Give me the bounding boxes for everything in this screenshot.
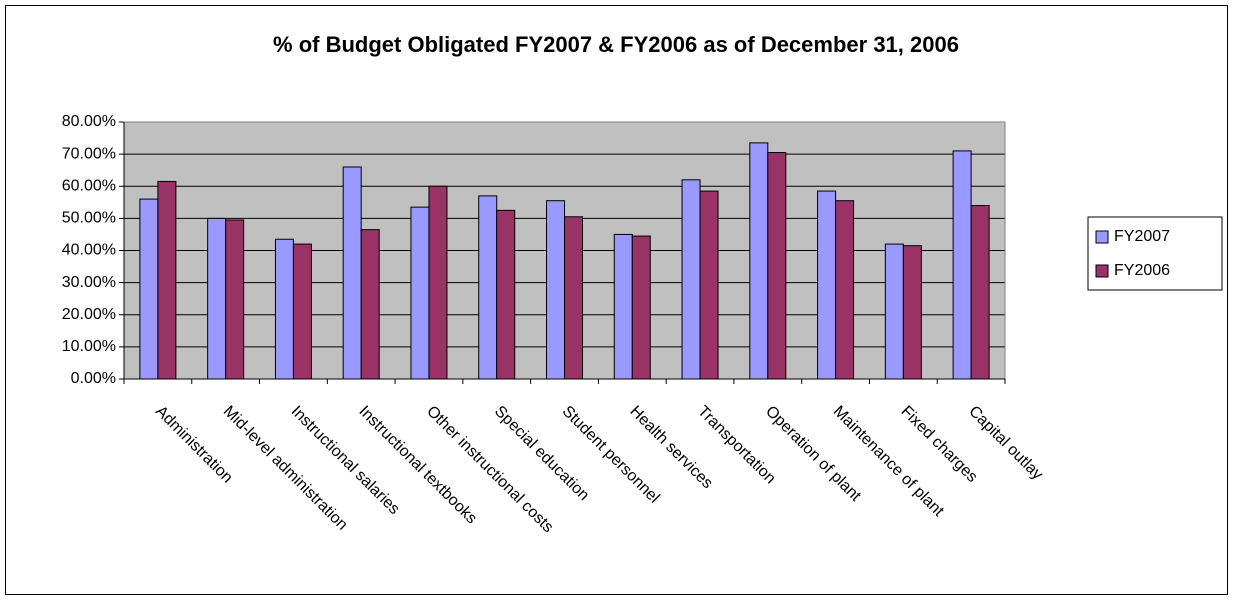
bar xyxy=(817,190,837,380)
bar xyxy=(699,190,719,380)
y-tick-label: 30.00% xyxy=(62,274,116,291)
bar xyxy=(428,185,448,380)
y-tick-label: 20.00% xyxy=(62,306,116,323)
legend-swatch xyxy=(1095,230,1109,244)
bar xyxy=(952,150,972,380)
bar xyxy=(681,179,701,380)
bar xyxy=(749,142,769,380)
chart-title: % of Budget Obligated FY2007 & FY2006 as… xyxy=(273,32,959,57)
bar xyxy=(157,180,177,380)
bar xyxy=(360,229,380,380)
bar xyxy=(884,243,904,380)
y-tick-label: 50.00% xyxy=(62,210,116,227)
bar xyxy=(902,245,922,380)
legend-label: FY2007 xyxy=(1114,228,1170,245)
y-tick-label: 80.00% xyxy=(62,113,116,130)
y-tick-label: 70.00% xyxy=(62,145,116,162)
legend-label: FY2006 xyxy=(1114,262,1170,279)
bar xyxy=(225,219,245,380)
bar xyxy=(207,217,227,380)
bar xyxy=(496,209,516,380)
bar xyxy=(274,238,294,380)
y-tick-label: 60.00% xyxy=(62,177,116,194)
bar xyxy=(970,205,990,380)
bar xyxy=(767,152,787,380)
bar xyxy=(478,195,498,380)
bar xyxy=(564,216,583,380)
y-tick-label: 0.00% xyxy=(71,370,116,387)
legend-box xyxy=(1087,216,1223,291)
y-tick-label: 40.00% xyxy=(62,242,116,259)
bar xyxy=(292,243,312,380)
bar xyxy=(546,200,565,380)
y-tick-label: 10.00% xyxy=(62,338,116,355)
bar xyxy=(342,166,362,380)
bar xyxy=(410,206,430,380)
bar xyxy=(631,235,651,380)
bar xyxy=(835,200,855,380)
legend-swatch xyxy=(1095,264,1109,278)
bar xyxy=(613,233,633,380)
bar xyxy=(139,198,159,380)
